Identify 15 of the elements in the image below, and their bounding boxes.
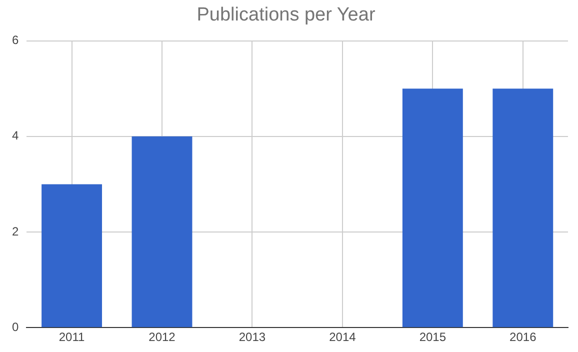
y-tick-label: 2 [12,224,19,238]
x-tick-label: 2013 [238,330,266,344]
x-tick-label: 2011 [58,330,86,344]
x-tick-label: 2015 [419,330,446,344]
bar [42,184,102,328]
bar [492,88,554,328]
chart-title: Publications per Year [196,4,376,26]
y-tick-label: 0 [12,320,19,334]
x-tick-label: 2016 [510,330,537,344]
y-tick-label: 6 [12,33,19,48]
y-tick-label: 4 [12,128,19,143]
bar [132,136,192,328]
x-tick-label: 2012 [148,330,176,344]
bar [402,88,463,328]
x-tick-label: 2014 [329,330,356,344]
